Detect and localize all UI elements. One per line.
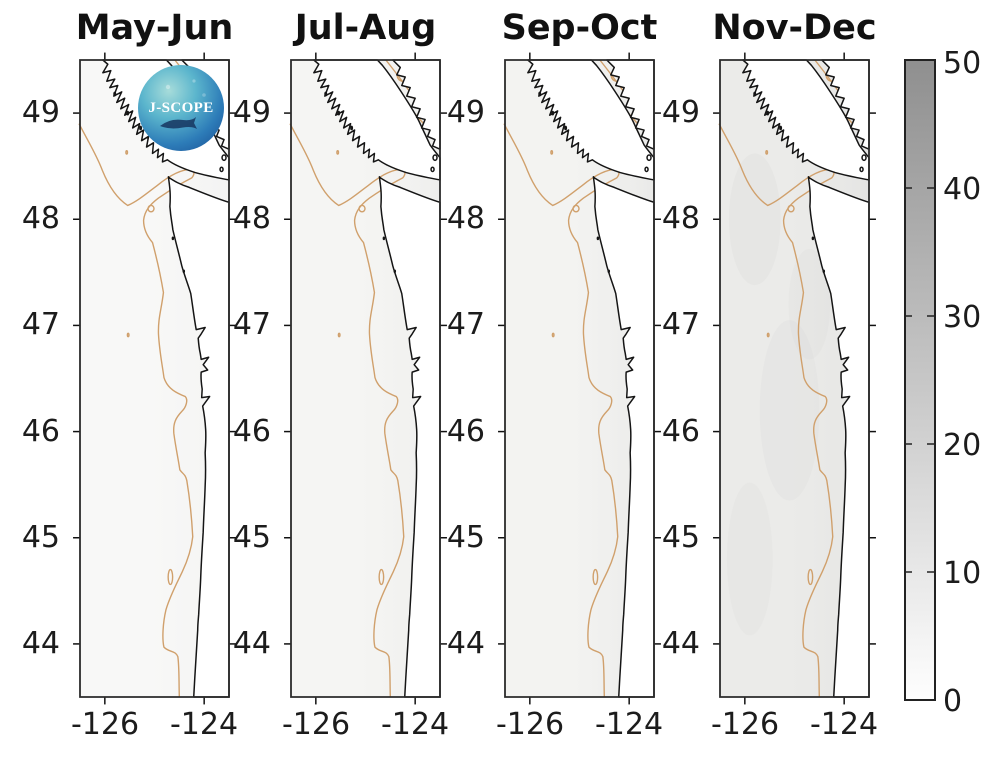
panel-frame [505,60,654,697]
panel-frame [291,60,440,697]
panel-title: May-Jun [75,8,234,48]
bubble-icon [202,93,206,97]
lat-tick-label: 47 [232,307,271,342]
colorbar-tick-label: 10 [943,556,982,591]
map-panel-sep-oct: Sep-Oct 49 48 47 46 45 44 -126 -124 [447,0,663,768]
lat-tick-label: 48 [446,201,485,236]
colorbar-tick-label: 50 [943,46,982,81]
jscope-logo: J-SCOPE [138,65,224,151]
field-mottling [726,153,831,636]
colorbar [904,59,936,701]
coastal-map [712,51,877,706]
lat-tick-label: 47 [21,307,60,342]
panel-title: Sep-Oct [501,8,658,48]
logo-text: J-SCOPE [148,100,213,116]
lat-tick-label: 45 [661,520,700,555]
colorbar-frame [904,59,936,701]
coastal-map [72,51,237,706]
lon-tick-label: -124 [594,707,664,742]
colorbar-fill [905,60,935,700]
lon-tick-label: -126 [710,707,780,742]
panel-title: Jul-Aug [294,8,437,48]
bubble-icon [192,79,196,83]
panel-frame [80,60,229,697]
logo-circle [138,65,224,151]
colorbar-tick-label: 40 [943,172,982,207]
map-panel-nov-dec: Nov-Dec 49 48 47 46 45 44 -126 -124 [662,0,878,768]
colorbar-tick-label: 20 [943,428,982,463]
lon-tick-label: -124 [809,707,879,742]
lat-tick-label: 48 [661,201,700,236]
map-plot-area [497,51,662,706]
map-plot-area [712,51,877,706]
lat-tick-label: 46 [21,414,60,449]
map-plot-area: J-SCOPE [72,51,237,706]
lat-tick-label: 47 [661,307,700,342]
lat-tick-label: 49 [21,95,60,130]
fish-icon [160,117,197,129]
lat-tick-label: 48 [21,201,60,236]
lat-tick-label: 44 [21,626,60,661]
lon-tick-label: -126 [281,707,351,742]
lat-tick-label: 49 [232,95,271,130]
lat-tick-label: 46 [232,414,271,449]
lat-tick-label: 45 [21,520,60,555]
lat-tick-label: 44 [232,626,271,661]
lat-tick-label: 49 [446,95,485,130]
lat-tick-label: 46 [661,414,700,449]
colorbar-tick-label: 0 [943,684,963,719]
colorbar-labels: 50 40 30 20 10 0 [943,46,1000,719]
colorbar-tick-label: 30 [943,300,982,335]
map-panel-may-jun: May-Jun J-SCOPE 49 48 47 46 45 44 -126 -… [22,0,238,768]
colorbar-gradient [904,59,936,701]
lat-tick-label: 46 [446,414,485,449]
lat-tick-label: 45 [446,520,485,555]
colorbar-ticks [905,187,935,573]
lat-tick-label: 44 [661,626,700,661]
coastal-map [497,51,662,706]
lon-tick-label: -124 [169,707,239,742]
lat-tick-label: 45 [232,520,271,555]
map-plot-area [283,51,448,706]
lat-tick-label: 44 [446,626,485,661]
map-panel-jul-aug: Jul-Aug 49 48 47 46 45 44 -126 -124 [233,0,449,768]
coastal-map [283,51,448,706]
lon-tick-label: -126 [495,707,565,742]
panel-title: Nov-Dec [712,8,877,48]
lon-tick-label: -126 [70,707,140,742]
lon-tick-label: -124 [380,707,450,742]
bubble-icon [165,84,171,90]
lat-tick-label: 47 [446,307,485,342]
lat-tick-label: 49 [661,95,700,130]
panel-frame [720,60,869,697]
lat-tick-label: 48 [232,201,271,236]
